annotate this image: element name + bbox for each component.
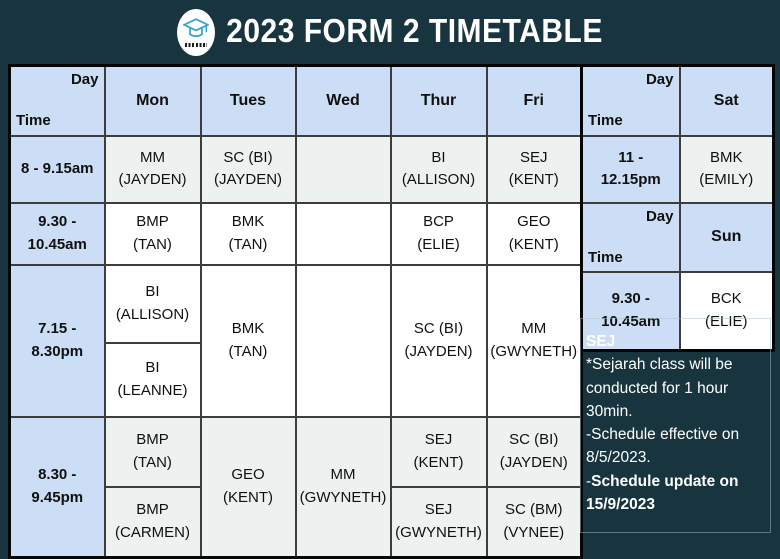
day-time-corner-cell-sun: Day Time <box>580 201 681 273</box>
page-title: 2023 FORM 2 TIMETABLE <box>226 12 603 50</box>
cell-fri-830pm-lower: SC (BM) (VYNEE) <box>485 485 583 559</box>
cell-thur-930am: BCP (ELIE) <box>389 201 488 266</box>
cell-tues-715pm: BMK (TAN) <box>199 263 297 418</box>
cell-wed-715pm <box>294 263 392 418</box>
notes-title: SEJ <box>586 333 616 350</box>
header-sat: Sat <box>678 64 775 137</box>
cell-mon-930am: BMP (TAN) <box>103 201 202 266</box>
corner-day-label: Day <box>645 207 674 225</box>
weekend-timetable: Day Time Sat 11 - 12.15pm BMK (EMILY) Da… <box>580 64 775 352</box>
header-wed: Wed <box>294 64 392 137</box>
header-tues: Tues <box>199 64 297 137</box>
time-cell-8am: 8 - 9.15am <box>8 134 106 204</box>
weekday-header-row: Day Time Mon Tues Wed Thur Fri <box>8 64 583 137</box>
logo-caption-marks <box>185 42 208 47</box>
cell-fri-715pm: MM (GWYNETH) <box>485 263 583 418</box>
header-mon: Mon <box>103 64 202 137</box>
corner-time-label: Time <box>16 112 51 129</box>
row-sat: 11 - 12.15pm BMK (EMILY) <box>580 134 775 204</box>
notes-update-text: Schedule update on 15/9/2023 <box>586 472 739 513</box>
corner-day-label: Day <box>70 71 99 88</box>
row-sun: 9.30 - 10.45am BCK (ELIE) <box>580 271 775 351</box>
notes-panel: SEJ *Sejarah class will be conducted for… <box>580 318 771 533</box>
time-cell-sun: 9.30 - 10.45am <box>580 271 681 351</box>
notes-line-sejarah: *Sejarah class will be conducted for 1 h… <box>586 356 733 420</box>
row-8am: 8 - 9.15am MM (JAYDEN) SC (BI) (JAYDEN) … <box>8 134 583 204</box>
weekend-sun-header-row: Day Time Sun <box>580 201 775 273</box>
corner-day-label: Day <box>645 71 674 88</box>
cell-tues-930am: BMK (TAN) <box>199 201 297 266</box>
time-cell-830pm: 8.30 - 9.45pm <box>8 415 106 559</box>
title-bar: 2023 FORM 2 TIMETABLE <box>0 0 780 64</box>
row-715pm-b: BI (LEANNE) <box>10 341 582 418</box>
notes-line-effective: -Schedule effective on 8/5/2023. <box>586 426 740 467</box>
cell-sun-class: BCK (ELIE) <box>678 271 775 351</box>
cell-tues-830pm: GEO (KENT) <box>199 415 297 559</box>
time-cell-930am: 9.30 - 10.45am <box>8 201 106 266</box>
cell-thur-830pm-upper: SEJ (KENT) <box>389 415 488 488</box>
cell-thur-715pm: SC (BI) (JAYDEN) <box>389 263 488 418</box>
graduation-cap-icon <box>183 17 210 37</box>
cell-wed-8am <box>294 134 392 204</box>
corner-time-label: Time <box>588 248 623 266</box>
cell-mon-715pm-lower: BI (LEANNE) <box>103 341 202 418</box>
cell-sat-class: BMK (EMILY) <box>678 134 775 204</box>
weekend-sat-header-row: Day Time Sat <box>580 64 775 137</box>
cell-tues-8am: SC (BI) (JAYDEN) <box>199 134 297 204</box>
cell-mon-830pm-upper: BMP (TAN) <box>103 415 202 488</box>
row-930am: 9.30 - 10.45am BMP (TAN) BMK (TAN) BCP (… <box>8 201 583 266</box>
notes-update-prefix: - <box>586 472 592 490</box>
cell-thur-830pm-lower: SEJ (GWYNETH) <box>389 485 488 559</box>
header-fri: Fri <box>485 64 583 137</box>
day-time-corner-cell: Day Time <box>8 64 106 137</box>
weekday-timetable: Day Time Mon Tues Wed Thur Fri 8 - 9.15a… <box>8 64 583 559</box>
row-715pm-a: 7.15 - 8.30pm BI (ALLISON) BMK (TAN) SC … <box>8 263 583 418</box>
cell-thur-8am: BI (ALLISON) <box>389 134 488 204</box>
time-cell-715pm: 7.15 - 8.30pm <box>8 263 106 418</box>
cell-fri-830pm-upper: SC (BI) (JAYDEN) <box>485 415 583 488</box>
cell-wed-830pm: MM (GWYNETH) <box>294 415 392 559</box>
cell-fri-8am: SEJ (KENT) <box>485 134 583 204</box>
cell-mon-715pm-upper: BI (ALLISON) <box>103 263 202 344</box>
cell-mon-8am: MM (JAYDEN) <box>103 134 202 204</box>
notes-line-update: -Schedule update on 15/9/2023 <box>586 470 768 517</box>
header-thur: Thur <box>389 64 488 137</box>
graduation-cap-logo <box>177 8 216 56</box>
cell-mon-830pm-lower: BMP (CARMEN) <box>103 485 202 559</box>
cell-fri-930am: GEO (KENT) <box>485 201 583 266</box>
corner-time-label: Time <box>588 112 623 129</box>
time-cell-sat: 11 - 12.15pm <box>580 134 681 204</box>
row-830pm-a: 8.30 - 9.45pm BMP (TAN) GEO (KENT) MM (G… <box>8 415 583 559</box>
header-sun: Sun <box>678 201 775 273</box>
day-time-corner-cell-sat: Day Time <box>580 64 681 137</box>
cell-wed-930am <box>294 201 392 266</box>
